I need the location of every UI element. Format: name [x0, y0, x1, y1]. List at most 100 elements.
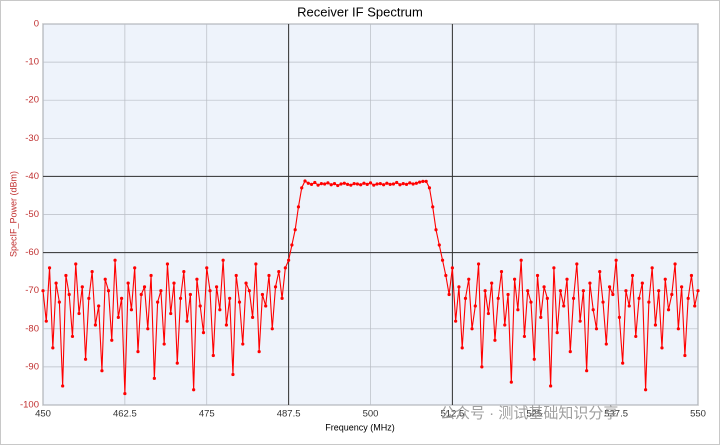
- data-point: [565, 277, 569, 281]
- data-point: [663, 277, 667, 281]
- data-point: [211, 353, 215, 358]
- data-point: [483, 289, 487, 293]
- data-point: [575, 262, 579, 266]
- data-point: [644, 388, 648, 392]
- data-point: [342, 181, 346, 185]
- data-point: [427, 186, 432, 190]
- data-point: [490, 281, 494, 285]
- data-point: [578, 319, 582, 323]
- data-point: [323, 182, 327, 186]
- x-axis-label: Frequency (MHz): [325, 422, 395, 432]
- data-point: [480, 365, 484, 369]
- data-point: [670, 292, 674, 297]
- data-point: [447, 292, 451, 297]
- data-point: [666, 308, 671, 312]
- data-point: [77, 311, 81, 316]
- data-point: [601, 300, 605, 304]
- data-point: [221, 258, 225, 262]
- data-point: [421, 179, 425, 183]
- data-point: [368, 181, 373, 185]
- data-point: [129, 308, 134, 312]
- data-point: [136, 350, 140, 354]
- data-point: [509, 380, 513, 384]
- data-point: [513, 277, 517, 281]
- data-point: [178, 296, 183, 300]
- data-point: [388, 182, 392, 187]
- data-point: [476, 262, 481, 266]
- data-point: [110, 338, 114, 342]
- data-point: [51, 346, 55, 350]
- data-point: [657, 289, 661, 293]
- data-point: [372, 183, 376, 187]
- data-point: [385, 181, 389, 185]
- y-tick-label: -10: [25, 57, 39, 68]
- data-point: [378, 182, 382, 186]
- data-point: [352, 182, 356, 186]
- data-point: [404, 182, 409, 187]
- data-point: [293, 228, 297, 232]
- data-point: [234, 273, 238, 278]
- y-tick-label: -80: [25, 323, 39, 334]
- data-point: [198, 304, 202, 308]
- data-point: [519, 258, 523, 262]
- data-point: [411, 182, 415, 186]
- data-point: [195, 277, 199, 281]
- data-point: [650, 266, 654, 270]
- data-point: [503, 323, 507, 327]
- data-point: [326, 181, 330, 185]
- data-point: [267, 273, 271, 278]
- data-point: [208, 289, 212, 293]
- data-point: [345, 182, 350, 187]
- data-point: [244, 281, 248, 285]
- data-point: [313, 180, 317, 185]
- data-point: [418, 180, 422, 184]
- data-point: [309, 182, 314, 187]
- data-point: [535, 273, 540, 278]
- y-tick-label: -70: [25, 285, 39, 296]
- data-point: [120, 296, 124, 300]
- y-tick-label: -90: [25, 361, 39, 372]
- data-point: [142, 285, 147, 289]
- data-point: [391, 182, 396, 186]
- data-point: [64, 273, 68, 278]
- data-point: [41, 289, 45, 293]
- data-point: [539, 315, 543, 319]
- data-point: [424, 179, 428, 183]
- data-point: [185, 319, 189, 323]
- data-point: [686, 296, 690, 300]
- data-point: [624, 289, 628, 293]
- data-point: [634, 334, 638, 339]
- data-point: [214, 285, 219, 289]
- data-point: [339, 182, 343, 186]
- data-point: [516, 308, 520, 312]
- data-point: [257, 350, 261, 354]
- data-point: [581, 289, 585, 293]
- data-point: [568, 350, 572, 354]
- data-point: [408, 181, 412, 185]
- data-point: [506, 292, 510, 297]
- data-point: [660, 346, 664, 350]
- data-point: [365, 182, 369, 187]
- data-point: [359, 183, 363, 187]
- data-point: [562, 304, 566, 308]
- data-point: [146, 327, 150, 331]
- data-point: [460, 346, 464, 350]
- data-point: [401, 182, 405, 186]
- data-point: [617, 315, 622, 319]
- data-point: [693, 304, 697, 308]
- data-point: [83, 357, 88, 361]
- data-point: [673, 262, 677, 266]
- data-point: [450, 266, 454, 270]
- data-point: [549, 384, 553, 388]
- x-tick-label: 525: [526, 409, 542, 420]
- data-point: [555, 331, 559, 335]
- data-point: [598, 270, 602, 274]
- data-point: [93, 323, 97, 327]
- data-point: [621, 361, 625, 365]
- data-point: [74, 262, 78, 266]
- data-point: [247, 289, 251, 293]
- watermark: 公众号 · 测试基础知识分享: [440, 405, 618, 422]
- data-point: [273, 285, 278, 289]
- y-tick-label: -20: [25, 95, 39, 106]
- data-point: [260, 292, 265, 297]
